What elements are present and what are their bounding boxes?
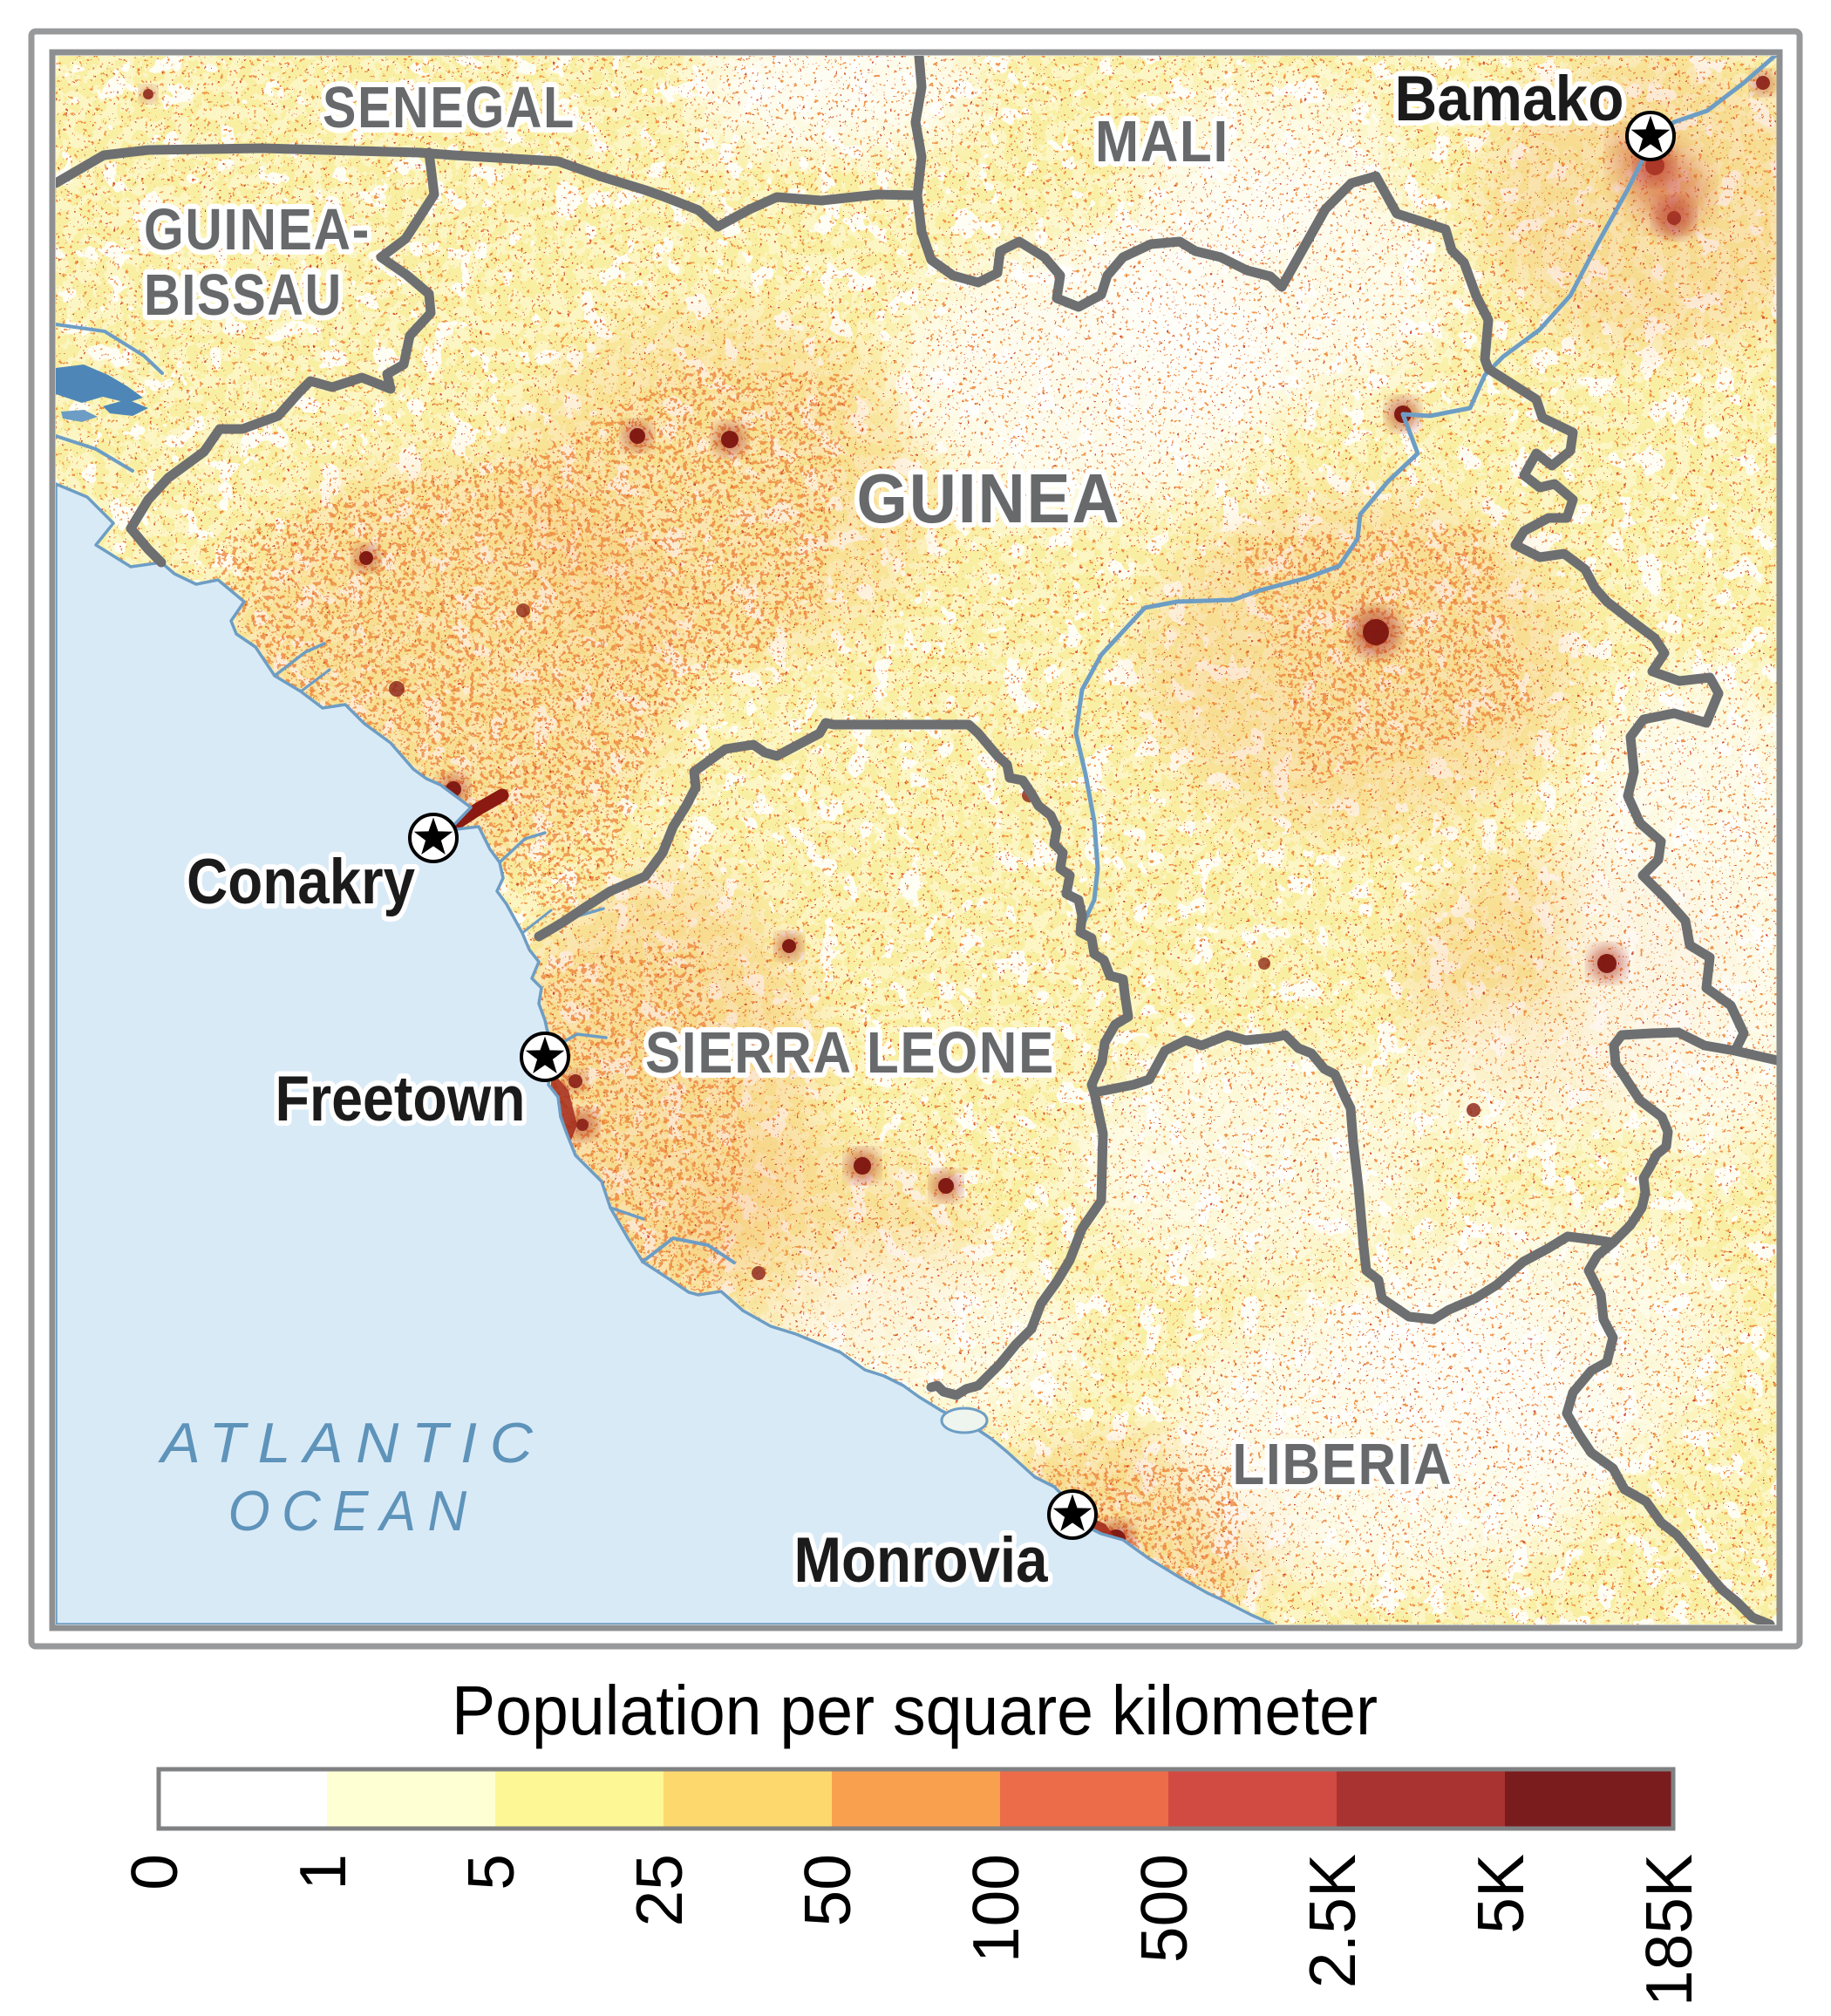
svg-text:1: 1 xyxy=(286,1854,359,1890)
svg-text:MALI: MALI xyxy=(1095,109,1229,174)
svg-text:Bamako: Bamako xyxy=(1395,64,1624,134)
svg-text:0: 0 xyxy=(118,1854,191,1890)
svg-text:OCEAN: OCEAN xyxy=(228,1479,479,1543)
svg-text:Monrovia: Monrovia xyxy=(794,1525,1049,1596)
svg-text:50: 50 xyxy=(791,1854,864,1926)
svg-text:ATLANTIC: ATLANTIC xyxy=(157,1411,545,1475)
svg-text:LIBERIA: LIBERIA xyxy=(1233,1432,1453,1497)
svg-text:5K: 5K xyxy=(1464,1854,1537,1934)
svg-text:5: 5 xyxy=(454,1854,528,1890)
svg-text:SENEGAL: SENEGAL xyxy=(323,75,575,140)
svg-text:500: 500 xyxy=(1127,1854,1201,1963)
svg-text:Population per square kilomete: Population per square kilometer xyxy=(452,1672,1378,1749)
svg-text:Freetown: Freetown xyxy=(276,1064,526,1134)
svg-text:100: 100 xyxy=(959,1854,1032,1963)
svg-text:185K: 185K xyxy=(1632,1854,1705,2006)
svg-text:GUINEA: GUINEA xyxy=(857,460,1121,537)
svg-text:Conakry: Conakry xyxy=(187,847,415,917)
svg-text:25: 25 xyxy=(623,1854,696,1926)
svg-text:2.5K: 2.5K xyxy=(1296,1854,1369,1988)
svg-text:GUINEA-: GUINEA- xyxy=(144,197,371,262)
svg-text:BISSAU: BISSAU xyxy=(144,262,343,328)
svg-text:SIERRA LEONE: SIERRA LEONE xyxy=(645,1020,1055,1086)
